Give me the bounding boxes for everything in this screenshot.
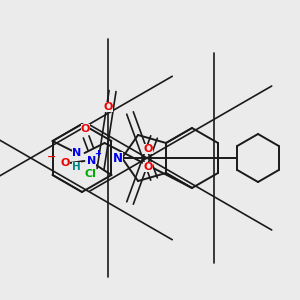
Text: O: O — [61, 158, 70, 168]
Text: N: N — [113, 152, 123, 164]
Text: −: − — [47, 152, 56, 162]
Text: N: N — [72, 148, 81, 158]
Text: +: + — [94, 149, 101, 158]
Text: O: O — [143, 144, 153, 154]
Text: Cl: Cl — [84, 169, 96, 179]
Text: N: N — [87, 156, 96, 166]
Text: O: O — [143, 162, 153, 172]
Text: O: O — [81, 124, 90, 134]
Text: O: O — [104, 102, 113, 112]
Text: H: H — [72, 162, 81, 172]
